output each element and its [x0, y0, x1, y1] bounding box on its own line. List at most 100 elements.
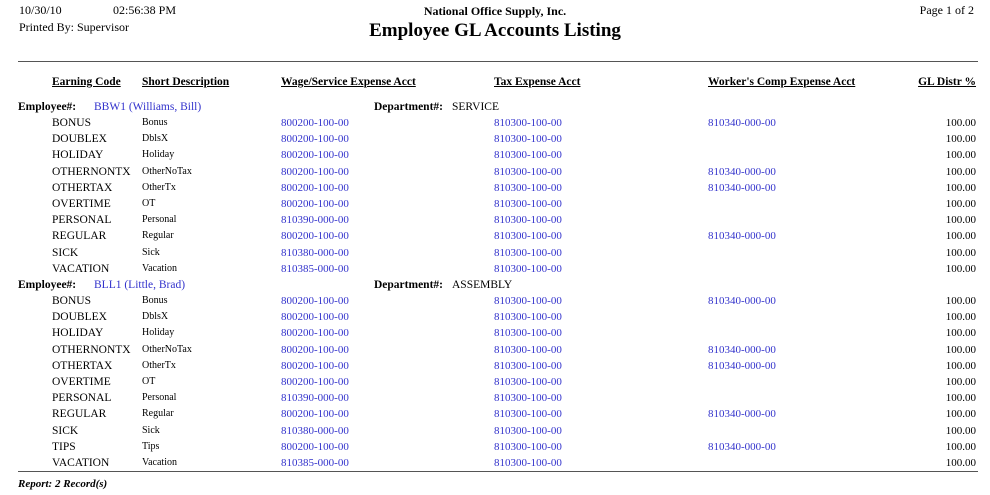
cell-earning-code: HOLIDAY: [52, 327, 104, 340]
column-header-tax-expense-acct: Tax Expense Acct: [494, 76, 581, 88]
table-row: OTHERTAX OtherTx 800200-100-00 810300-100-0…: [0, 182, 990, 198]
cell-wage-expense-acct[interactable]: 800200-100-00: [281, 117, 349, 129]
cell-short-description: Sick: [142, 246, 160, 258]
cell-earning-code: OTHERNONTX: [52, 165, 131, 178]
cell-wage-expense-acct[interactable]: 800200-100-00: [281, 440, 349, 453]
cell-wage-expense-acct[interactable]: 800200-100-00: [281, 343, 349, 356]
cell-tax-expense-acct[interactable]: 810300-100-00: [494, 117, 562, 129]
cell-wage-expense-acct[interactable]: 800200-100-00: [281, 133, 349, 146]
cell-gl-distr-pct: 100.00: [945, 408, 976, 421]
report-time: 02:56:38 PM: [113, 3, 177, 17]
cell-wage-expense-acct[interactable]: 810385-000-00: [281, 262, 349, 275]
employee-group-header: Employee#: BBW1 (Williams, Bill) Departmen…: [0, 101, 990, 115]
cell-workers-comp-acct[interactable]: 810340-000-00: [708, 165, 776, 178]
cell-short-description: Regular: [142, 408, 174, 420]
cell-earning-code: BONUS: [52, 295, 91, 307]
cell-gl-distr-pct: 100.00: [945, 343, 976, 356]
cell-short-description: Vacation: [142, 262, 177, 274]
cell-gl-distr-pct: 100.00: [945, 392, 976, 405]
cell-wage-expense-acct[interactable]: 800200-100-00: [281, 376, 349, 388]
cell-short-description: Holiday: [142, 149, 175, 161]
cell-earning-code: SICK: [52, 424, 79, 437]
employee-id-value[interactable]: BLL1 (Little, Brad): [94, 279, 186, 291]
cell-wage-expense-acct[interactable]: 800200-100-00: [281, 149, 349, 162]
cell-tax-expense-acct[interactable]: 810300-100-00: [494, 133, 562, 146]
cell-earning-code: HOLIDAY: [52, 149, 104, 162]
cell-earning-code: DOUBLEX: [52, 311, 107, 324]
cell-wage-expense-acct[interactable]: 810390-000-00: [281, 392, 349, 405]
table-row: OTHERNONTX OtherNoTax 800200-100-00 810300-…: [0, 166, 990, 182]
cell-short-description: OtherNoTax: [142, 165, 192, 177]
table-row: PERSONAL Personal 810390-000-00 810300-100-…: [0, 214, 990, 230]
cell-gl-distr-pct: 100.00: [945, 295, 976, 307]
cell-workers-comp-acct[interactable]: 810340-000-00: [708, 359, 776, 372]
cell-workers-comp-acct[interactable]: 810340-000-00: [708, 181, 776, 194]
cell-gl-distr-pct: 100.00: [945, 327, 976, 340]
cell-wage-expense-acct[interactable]: 800200-100-00: [281, 230, 349, 243]
cell-wage-expense-acct[interactable]: 800200-100-00: [281, 408, 349, 421]
cell-workers-comp-acct[interactable]: 810340-000-00: [708, 440, 776, 453]
cell-gl-distr-pct: 100.00: [945, 246, 976, 259]
cell-tax-expense-acct[interactable]: 810300-100-00: [494, 230, 562, 243]
cell-wage-expense-acct[interactable]: 800200-100-00: [281, 311, 349, 324]
table-row: OVERTIME OT 800200-100-00 810300-100-00 100.…: [0, 198, 990, 214]
cell-gl-distr-pct: 100.00: [945, 359, 976, 372]
cell-tax-expense-acct[interactable]: 810300-100-00: [494, 295, 562, 307]
cell-tax-expense-acct[interactable]: 810300-100-00: [494, 440, 562, 453]
cell-tax-expense-acct[interactable]: 810300-100-00: [494, 408, 562, 421]
cell-workers-comp-acct[interactable]: 810340-000-00: [708, 408, 776, 421]
cell-tax-expense-acct[interactable]: 810300-100-00: [494, 198, 562, 210]
cell-workers-comp-acct[interactable]: 810340-000-00: [708, 295, 776, 307]
cell-wage-expense-acct[interactable]: 800200-100-00: [281, 359, 349, 372]
cell-tax-expense-acct[interactable]: 810300-100-00: [494, 149, 562, 162]
cell-earning-code: OVERTIME: [52, 198, 111, 210]
cell-wage-expense-acct[interactable]: 800200-100-00: [281, 181, 349, 194]
cell-gl-distr-pct: 100.00: [945, 376, 976, 388]
cell-short-description: Personal: [142, 392, 177, 404]
cell-gl-distr-pct: 100.00: [945, 424, 976, 437]
table-row: VACATION Vacation 810385-000-00 810300-100-…: [0, 263, 990, 279]
cell-gl-distr-pct: 100.00: [945, 311, 976, 324]
cell-earning-code: BONUS: [52, 117, 91, 129]
cell-wage-expense-acct[interactable]: 810390-000-00: [281, 214, 349, 227]
cell-wage-expense-acct[interactable]: 800200-100-00: [281, 327, 349, 340]
table-row: REGULAR Regular 800200-100-00 810300-100-00…: [0, 230, 990, 246]
cell-tax-expense-acct[interactable]: 810300-100-00: [494, 376, 562, 388]
cell-tax-expense-acct[interactable]: 810300-100-00: [494, 392, 562, 405]
cell-workers-comp-acct[interactable]: 810340-000-00: [708, 343, 776, 356]
printed-by-label: Printed By: Supervisor: [19, 20, 129, 34]
cell-earning-code: DOUBLEX: [52, 133, 107, 146]
cell-tax-expense-acct[interactable]: 810300-100-00: [494, 343, 562, 356]
cell-workers-comp-acct[interactable]: 810340-000-00: [708, 230, 776, 243]
employee-id-value[interactable]: BBW1 (Williams, Bill): [94, 101, 202, 113]
cell-short-description: DblsX: [142, 133, 169, 145]
cell-tax-expense-acct[interactable]: 810300-100-00: [494, 359, 562, 372]
cell-tax-expense-acct[interactable]: 810300-100-00: [494, 214, 562, 227]
cell-gl-distr-pct: 100.00: [945, 214, 976, 227]
cell-wage-expense-acct[interactable]: 810380-000-00: [281, 424, 349, 437]
cell-wage-expense-acct[interactable]: 810385-000-00: [281, 457, 349, 469]
cell-earning-code: OTHERNONTX: [52, 343, 131, 356]
cell-tax-expense-acct[interactable]: 810300-100-00: [494, 311, 562, 324]
cell-short-description: OT: [142, 198, 156, 209]
cell-workers-comp-acct[interactable]: 810340-000-00: [708, 117, 776, 129]
table-row: OVERTIME OT 800200-100-00 810300-100-00 100.…: [0, 376, 990, 392]
cell-wage-expense-acct[interactable]: 800200-100-00: [281, 295, 349, 307]
cell-tax-expense-acct[interactable]: 810300-100-00: [494, 246, 562, 259]
cell-gl-distr-pct: 100.00: [945, 117, 976, 129]
cell-tax-expense-acct[interactable]: 810300-100-00: [494, 327, 562, 340]
cell-tax-expense-acct[interactable]: 810300-100-00: [494, 457, 562, 469]
cell-tax-expense-acct[interactable]: 810300-100-00: [494, 165, 562, 178]
cell-earning-code: TIPS: [52, 440, 76, 453]
cell-wage-expense-acct[interactable]: 800200-100-00: [281, 165, 349, 178]
cell-tax-expense-acct[interactable]: 810300-100-00: [494, 262, 562, 275]
employee-label: Employee#:: [18, 279, 77, 291]
page-title: Employee GL Accounts Listing: [369, 20, 621, 41]
cell-wage-expense-acct[interactable]: 810380-000-00: [281, 246, 349, 259]
cell-gl-distr-pct: 100.00: [945, 165, 976, 178]
cell-wage-expense-acct[interactable]: 800200-100-00: [281, 198, 349, 210]
cell-tax-expense-acct[interactable]: 810300-100-00: [494, 181, 562, 194]
company-name: National Office Supply, Inc.: [423, 4, 567, 18]
cell-tax-expense-acct[interactable]: 810300-100-00: [494, 424, 562, 437]
